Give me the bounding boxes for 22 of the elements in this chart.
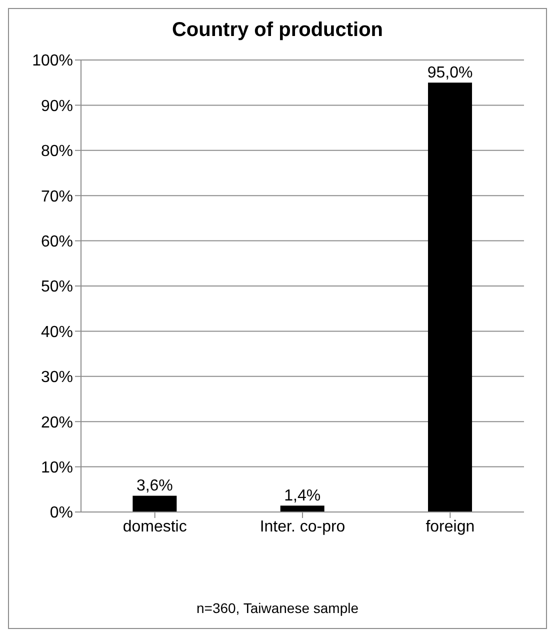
bar — [428, 82, 472, 512]
data-label: 3,6% — [136, 478, 173, 495]
x-tick-label: Inter. co-pro — [260, 518, 346, 536]
y-tick-label: 10% — [40, 459, 73, 476]
y-tick-label: 60% — [40, 233, 73, 250]
x-tick-label: foreign — [426, 518, 475, 536]
y-tick-label: 0% — [50, 504, 73, 522]
y-tick-label: 80% — [40, 143, 73, 160]
y-tick-label: 40% — [40, 324, 73, 341]
y-tick-label: 20% — [40, 414, 73, 432]
x-tick-label: domestic — [122, 518, 187, 536]
data-label: 95,0% — [427, 64, 473, 82]
y-tick-label: 50% — [40, 278, 73, 296]
bar — [132, 496, 177, 512]
y-tick-label: 90% — [40, 98, 73, 115]
y-tick-label: 30% — [40, 369, 73, 386]
text: n=360, Taiwanese sample — [195, 600, 360, 616]
y-tick-label: 100% — [32, 52, 73, 70]
bar — [280, 506, 324, 512]
chart-title: Country of production — [170, 19, 384, 42]
y-tick-label: 70% — [40, 188, 73, 206]
data-label: 1,4% — [284, 488, 321, 505]
